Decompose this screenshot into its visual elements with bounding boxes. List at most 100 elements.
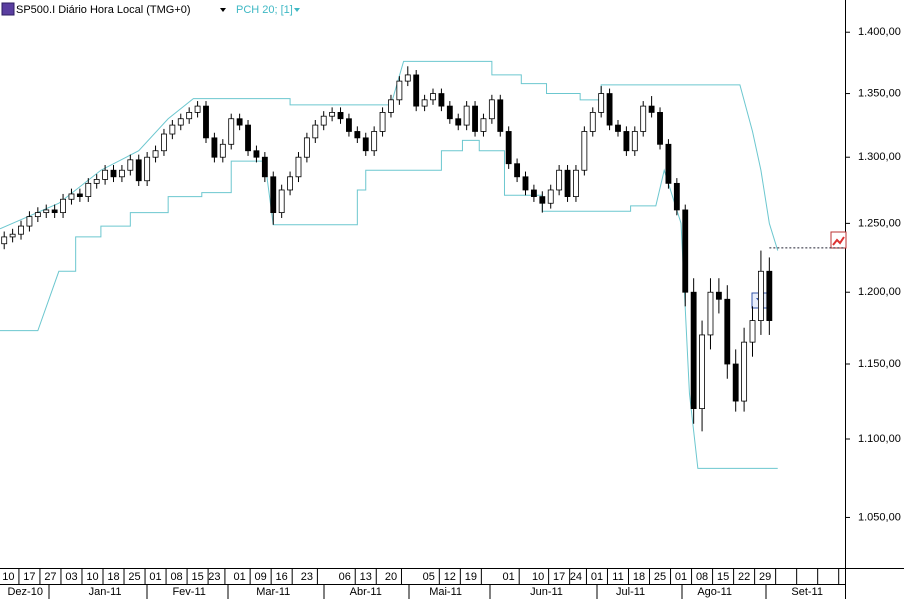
candle-body [261, 156, 268, 178]
y-tick-label: 1.150,00 [858, 358, 901, 370]
channel-lower [0, 139, 778, 469]
y-tick-label: 1.400,00 [858, 26, 901, 38]
candle-body [413, 74, 420, 107]
candle-body [329, 112, 336, 117]
alert-glyph [832, 236, 845, 246]
candle-body [556, 169, 563, 191]
y-tick-label: 1.050,00 [858, 511, 901, 523]
month-label: Fev-11 [172, 586, 205, 598]
candle-body [211, 137, 218, 158]
month-label: Jan-11 [89, 586, 122, 598]
x-tick-label: 10 [532, 571, 544, 583]
header[interactable]: SP500.I Diário Hora Local (TMG+0) PCH 20… [1, 2, 300, 16]
candle-body [371, 131, 378, 152]
x-tick-label: 17 [553, 571, 565, 583]
candle-body [623, 131, 630, 152]
alert-marker[interactable] [830, 231, 847, 249]
x-tick-label: 18 [633, 571, 645, 583]
candle-body [245, 124, 251, 152]
candle-body [127, 159, 134, 171]
x-tick-label: 01 [503, 571, 515, 583]
candle-body [362, 137, 369, 152]
candle-body [85, 182, 92, 197]
candle-body [430, 93, 436, 101]
x-tick-label: 10 [2, 571, 14, 583]
candle-body [564, 169, 571, 197]
x-tick-label: 22 [738, 571, 750, 583]
x-tick-label: 09 [255, 571, 267, 583]
candle-body [194, 105, 201, 113]
candle-body [76, 193, 83, 197]
candle-body [640, 105, 647, 132]
month-label: Abr-11 [350, 586, 382, 598]
candle-body [203, 105, 209, 139]
symbol-icon [1, 2, 15, 16]
candle-body [766, 270, 773, 321]
candle-body [43, 209, 50, 214]
y-tick-label: 1.250,00 [858, 217, 901, 229]
dropdown-arrow[interactable] [220, 8, 226, 12]
candle-body [757, 270, 764, 321]
x-tick-label: 10 [86, 571, 98, 583]
candle-body [715, 291, 722, 300]
candle-body [724, 298, 731, 365]
month-label: Dez-10 [7, 586, 42, 598]
candle-body [102, 169, 109, 180]
month-label: Ago-11 [697, 586, 732, 598]
candle-body [135, 159, 142, 182]
candle-body [480, 118, 487, 132]
x-tick-label: 01 [591, 571, 603, 583]
candle-body [488, 99, 495, 120]
candle-body [732, 363, 739, 402]
candle-body [60, 198, 66, 214]
x-tick-label: 08 [696, 571, 708, 583]
candle-body [657, 112, 663, 145]
candle-body [547, 189, 554, 204]
chart-title[interactable]: SP500.I Diário Hora Local (TMG+0) [16, 4, 191, 16]
candle-body [682, 209, 689, 293]
candle-body [320, 115, 327, 126]
candle-body [110, 169, 117, 178]
candle-body [522, 176, 529, 191]
candle-body [388, 99, 394, 113]
x-tick-label: 17 [23, 571, 35, 583]
month-label: Jun-11 [530, 586, 563, 598]
x-tick-label: 03 [65, 571, 77, 583]
x-tick-label: 27 [44, 571, 56, 583]
candle-body [707, 291, 714, 336]
candle-body [346, 118, 352, 132]
x-tick-label: 15 [717, 571, 729, 583]
candle-body [438, 93, 445, 107]
candle-body [144, 156, 151, 182]
y-tick-label: 1.200,00 [858, 286, 901, 298]
candle-body [421, 99, 428, 107]
candle-body [379, 112, 386, 132]
candle-body [497, 99, 504, 132]
x-tick-label: 12 [444, 571, 456, 583]
candle-body [1, 236, 8, 245]
candle-body [749, 320, 756, 343]
x-tick-label: 23 [301, 571, 313, 583]
x-tick-label: 18 [107, 571, 119, 583]
candle-body [615, 124, 621, 132]
month-label: Mar-11 [256, 586, 290, 598]
x-tick-label: 25 [654, 571, 666, 583]
candle-body [505, 131, 512, 165]
candle-body [598, 93, 605, 113]
candle-body [177, 118, 184, 126]
candle-body [606, 93, 613, 126]
candle-body [236, 118, 243, 126]
candle-body [631, 131, 638, 152]
month-separators [48, 584, 767, 599]
x-tick-label: 25 [128, 571, 140, 583]
dropdown-arrow[interactable] [294, 8, 300, 12]
month-label: Mai-11 [429, 586, 462, 598]
candle-body [514, 163, 521, 178]
candle-body [455, 118, 462, 126]
candle-body [219, 143, 226, 158]
candle-body [34, 212, 41, 218]
alert-icon[interactable] [830, 231, 847, 249]
candle-body [68, 193, 75, 200]
legend-entry[interactable]: PCH 20; [1] [236, 4, 293, 16]
x-tick-label: 19 [465, 571, 477, 583]
